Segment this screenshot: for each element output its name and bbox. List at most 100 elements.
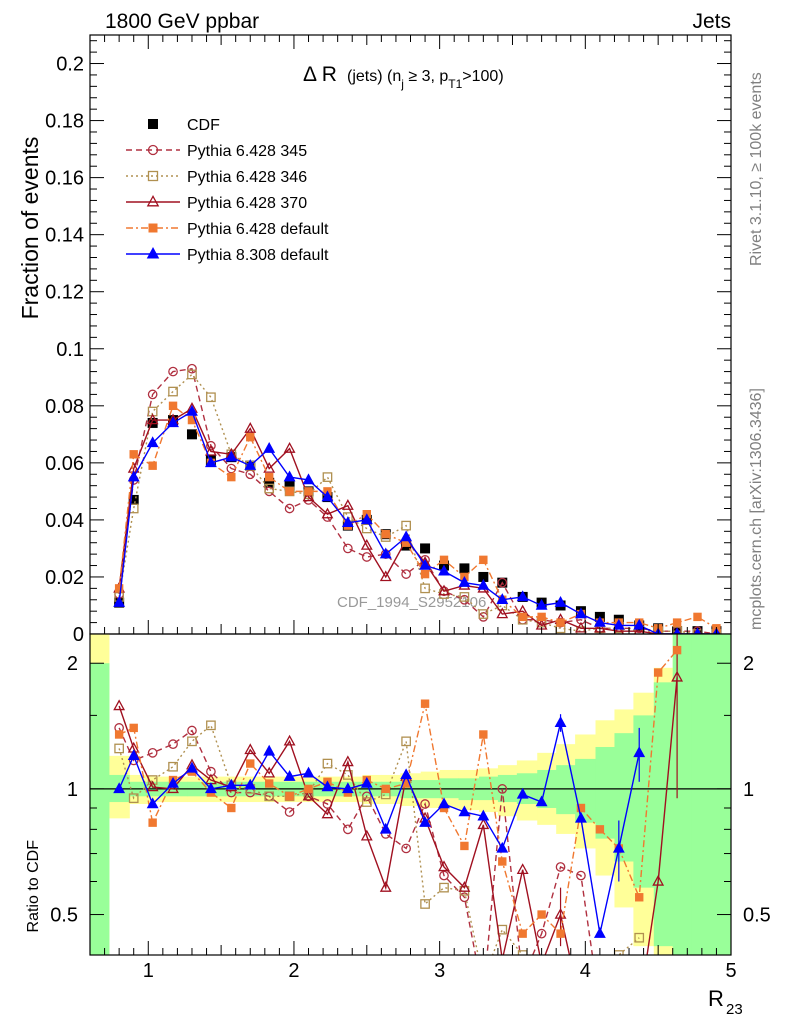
data-point	[168, 401, 178, 411]
ratio-point	[612, 841, 625, 853]
ratio-point	[498, 857, 507, 866]
main-axes: 0 0.02 0.04 0.06 0.08 0.1 0.12 0.14 0.16 0.18 0.2	[45, 34, 732, 646]
data-point	[264, 472, 274, 482]
ratio-point	[304, 784, 313, 794]
y-tick-label: 0.2	[56, 54, 84, 76]
ratio-point	[401, 779, 411, 788]
ratio-point	[283, 770, 296, 781]
plot-title-t1: T1	[448, 77, 462, 91]
header-left: 1800 GeV ppbar	[105, 10, 259, 33]
ratio-y-tick-label: 1	[67, 779, 78, 801]
ratio-point	[113, 782, 126, 794]
main-plot: 0 0.02 0.04 0.06 0.08 0.1 0.12 0.14 0.16 0.18 0.2	[45, 34, 732, 646]
data-point	[360, 538, 373, 550]
y-tick-label: 0.08	[45, 396, 84, 418]
ratio-point	[671, 670, 684, 682]
ratio-point	[321, 780, 334, 792]
ratio-point	[458, 805, 471, 817]
ratio-point	[227, 803, 236, 813]
data-point	[496, 593, 509, 604]
ratio-point	[516, 863, 529, 875]
ratio-point	[536, 928, 547, 939]
data-point	[187, 363, 197, 374]
ratio-point	[264, 779, 274, 788]
ratio-point	[244, 778, 257, 790]
legend-entry-pythia-6-428-default: Pythia 6.428 default	[126, 221, 329, 238]
ratio-point	[634, 932, 645, 943]
data-point	[458, 576, 471, 587]
ratio-point	[168, 761, 178, 772]
ratio-point	[128, 793, 139, 804]
ratio-point	[439, 882, 449, 893]
data-point	[479, 555, 488, 565]
legend-label: Pythia 6.428 346	[187, 169, 307, 186]
data-point	[477, 578, 490, 590]
legend-label: Pythia 6.428 345	[187, 143, 307, 160]
data-point	[575, 621, 587, 633]
data-point	[401, 538, 411, 547]
ratio-y-tick-label-right: 1	[743, 779, 754, 801]
x-axis-label: R 23	[708, 986, 743, 1018]
ratio-line-pythia-6-428-370	[118, 677, 678, 955]
ratio-y-tick-label: 2	[67, 653, 78, 675]
y-tick-label: 0.12	[45, 282, 84, 304]
ratio-point	[204, 782, 217, 794]
legend-label: Pythia 6.428 default	[187, 221, 329, 238]
data-point	[146, 413, 159, 425]
legend-entry-pythia-6-428-346: Pythia 6.428 346	[126, 169, 307, 186]
ratio-point	[439, 870, 449, 881]
ratio-point	[187, 725, 197, 736]
plot-title-part1: (jets) (n	[347, 68, 401, 85]
ratio-point	[516, 787, 529, 799]
ratio-point	[477, 809, 490, 821]
ratio-point	[635, 893, 644, 902]
data-point	[146, 436, 159, 448]
data-point	[438, 564, 450, 576]
data-point	[148, 461, 157, 470]
ratio-point	[419, 816, 431, 827]
y-tick-label: 0	[73, 624, 84, 646]
ratio-point	[343, 770, 353, 780]
plot-title-part2: ≥ 3, p	[404, 68, 448, 85]
ratio-y-tick-label-right: 0.5	[743, 905, 771, 927]
ratio-point	[652, 874, 665, 886]
data-point	[693, 627, 702, 634]
ratio-point	[285, 792, 294, 801]
data-point	[147, 417, 158, 428]
ratio-point	[576, 803, 586, 813]
x-tick-label: 5	[725, 960, 736, 982]
data-point	[168, 386, 178, 397]
legend-entry-cdf: CDF	[148, 117, 220, 134]
data-point	[420, 583, 430, 594]
band-segment	[556, 765, 576, 815]
header-right: Jets	[692, 10, 731, 33]
data-point	[227, 472, 236, 482]
data-point	[613, 624, 625, 634]
data-point	[113, 596, 126, 607]
ratio-point	[438, 860, 450, 872]
data-point	[186, 404, 198, 416]
ratio-point	[593, 927, 606, 938]
data-point	[672, 618, 682, 627]
data-point	[420, 569, 430, 579]
plot-title-part3: >100)	[462, 68, 503, 85]
ratio-point	[302, 766, 315, 778]
ratio-point	[535, 795, 548, 807]
ratio-point	[206, 720, 216, 731]
data-point	[186, 429, 197, 440]
ratio-point	[477, 818, 490, 830]
ratio-point	[381, 784, 390, 794]
data-point	[554, 596, 567, 607]
data-point	[634, 624, 645, 634]
ratio-point	[554, 716, 567, 728]
data-point	[459, 563, 470, 574]
data-point	[321, 490, 334, 502]
data-point	[264, 477, 275, 488]
ratio-point	[537, 910, 546, 919]
data-point	[127, 470, 140, 482]
ratio-point	[244, 743, 257, 755]
data-point	[361, 552, 372, 562]
x-axis-label-main: R	[708, 986, 724, 1011]
data-point	[419, 558, 431, 570]
data-point	[264, 486, 275, 497]
